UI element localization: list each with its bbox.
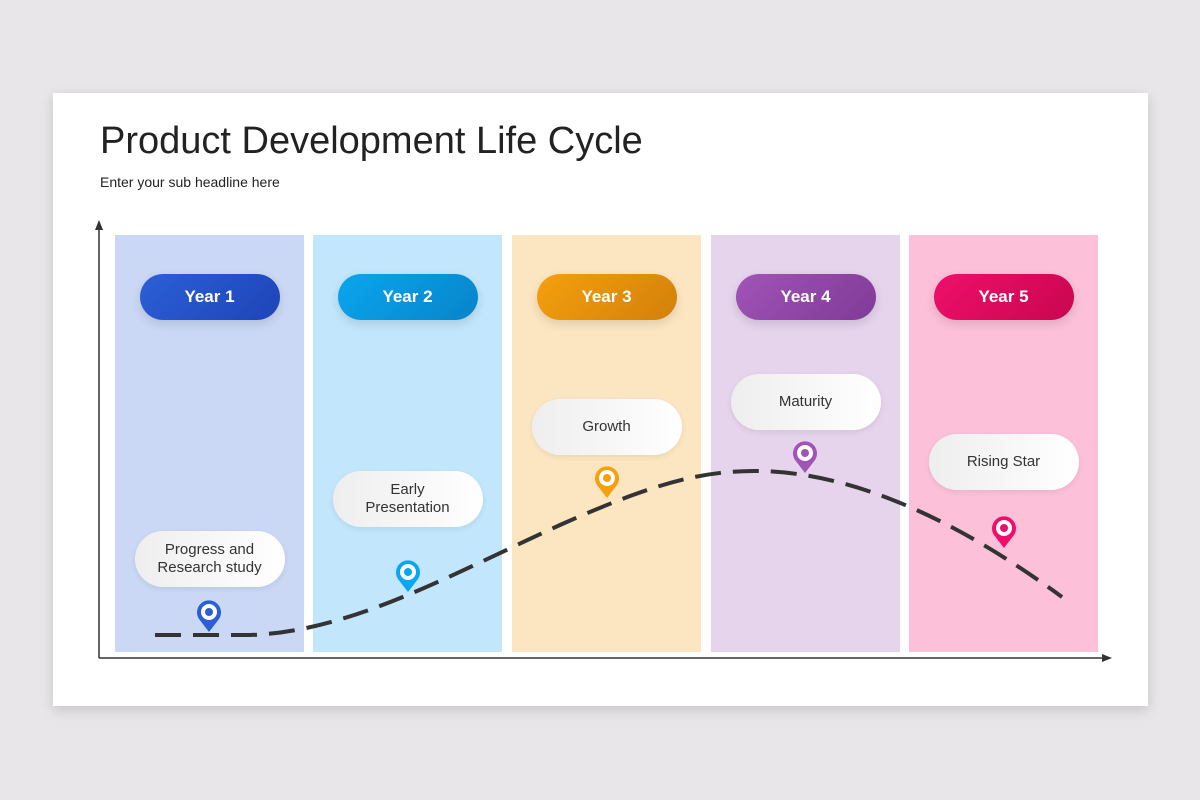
stage-label: Maturity — [730, 374, 881, 430]
life-cycle-curve — [155, 468, 1064, 637]
year-pill: Year 4 — [735, 274, 876, 320]
stage-label: Progress and Research study — [134, 531, 285, 587]
map-pin-icon — [992, 516, 1016, 548]
year-pill: Year 2 — [337, 274, 478, 320]
y-axis-arrow-icon — [95, 220, 103, 230]
stage-label: Growth — [531, 399, 682, 455]
subtitle: Enter your sub headline here — [100, 174, 280, 190]
stage-label: Early Presentation — [332, 471, 483, 527]
map-pin-icon — [793, 441, 817, 473]
stage-label: Rising Star — [928, 434, 1079, 490]
map-pin-icon — [396, 560, 420, 592]
year-pill: Year 1 — [139, 274, 280, 320]
year-pill: Year 3 — [536, 274, 677, 320]
page-title: Product Development Life Cycle — [100, 120, 643, 162]
x-axis-arrow-icon — [1102, 654, 1112, 662]
map-pin-icon — [595, 466, 620, 498]
map-pin-icon — [197, 600, 222, 632]
year-pill: Year 5 — [933, 274, 1074, 320]
